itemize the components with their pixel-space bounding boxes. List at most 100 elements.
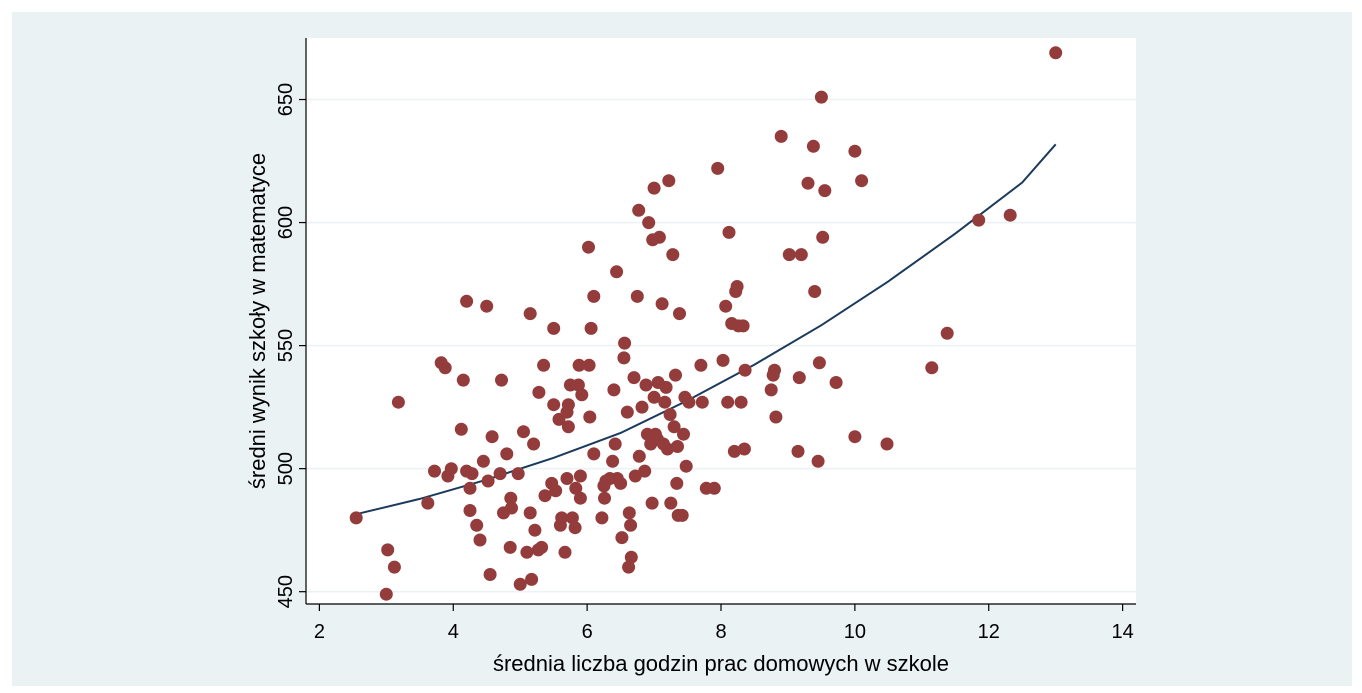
y-axis-title: średni wynik szkoły w matematyce — [245, 153, 270, 489]
y-tick-label-450: 450 — [275, 575, 297, 608]
data-point — [583, 410, 597, 424]
data-point — [662, 174, 676, 188]
data-point — [538, 489, 552, 503]
data-point — [517, 425, 530, 439]
data-point — [493, 467, 507, 481]
data-point — [812, 356, 826, 370]
data-point — [782, 248, 796, 262]
data-point — [582, 240, 595, 254]
data-point — [610, 265, 624, 279]
data-point — [794, 248, 808, 262]
data-point — [606, 454, 620, 468]
data-point — [635, 400, 649, 414]
gridlines — [306, 98, 1136, 593]
data-point — [679, 459, 693, 473]
data-point — [663, 408, 677, 421]
data-point — [645, 496, 659, 510]
data-point — [525, 572, 539, 586]
data-point — [463, 481, 477, 495]
data-point — [848, 430, 862, 444]
data-point — [801, 176, 815, 190]
data-point — [727, 444, 741, 458]
data-point — [659, 380, 673, 394]
data-point — [568, 521, 582, 535]
fit-curve-layer — [355, 143, 1057, 516]
y-ticks: 450 500 550 600 650 — [275, 83, 306, 608]
x-tick-label-6: 6 — [582, 621, 593, 643]
data-point — [642, 216, 656, 230]
data-point — [655, 297, 669, 311]
data-point — [571, 378, 585, 392]
data-point — [527, 437, 541, 451]
data-point — [500, 447, 514, 461]
data-point — [627, 371, 641, 385]
data-point — [480, 299, 494, 313]
data-point — [438, 361, 452, 375]
data-point — [722, 225, 736, 239]
data-point — [719, 299, 733, 313]
plot-area — [306, 38, 1136, 604]
data-point — [503, 540, 517, 554]
data-point — [707, 481, 721, 495]
data-point — [792, 371, 806, 385]
data-point — [444, 462, 458, 476]
data-point — [428, 464, 441, 478]
data-point — [558, 545, 572, 559]
data-point — [666, 248, 680, 262]
data-point — [1003, 208, 1017, 222]
data-point — [547, 321, 561, 335]
data-point — [682, 395, 696, 409]
data-point — [632, 203, 646, 217]
data-point — [391, 395, 405, 409]
x-tick-label-4: 4 — [448, 621, 459, 643]
data-point — [620, 405, 634, 419]
data-point — [624, 550, 638, 564]
x-tick-label-8: 8 — [715, 621, 726, 643]
data-point — [814, 90, 828, 104]
data-point — [528, 523, 542, 537]
y-tick-label-650: 650 — [275, 83, 297, 116]
data-point — [764, 383, 778, 397]
x-tick-label-14: 14 — [1111, 621, 1133, 643]
data-point — [829, 376, 843, 389]
data-point — [652, 230, 666, 244]
data-point — [495, 373, 508, 387]
data-point — [677, 427, 690, 441]
data-point — [532, 385, 546, 399]
data-point — [661, 442, 674, 456]
x-tick-label-10: 10 — [844, 621, 866, 643]
data-point — [463, 504, 477, 517]
data-point — [694, 358, 708, 372]
data-point — [940, 326, 954, 340]
data-point — [598, 491, 611, 505]
data-point — [473, 533, 487, 547]
data-point — [379, 587, 393, 601]
data-point — [587, 447, 601, 461]
data-point — [734, 395, 748, 409]
data-point — [671, 440, 684, 453]
x-tick-label-12: 12 — [978, 621, 1000, 643]
data-point — [618, 336, 632, 350]
data-point — [485, 430, 499, 444]
data-point — [639, 378, 653, 392]
data-point — [555, 511, 569, 525]
data-point — [381, 543, 395, 557]
data-point — [575, 388, 589, 402]
y-tick-label-500: 500 — [275, 452, 297, 485]
data-point — [880, 437, 894, 451]
data-point — [513, 577, 527, 591]
data-point — [582, 358, 596, 372]
data-point — [811, 454, 825, 468]
data-point — [504, 491, 518, 505]
data-point — [483, 568, 497, 581]
data-point — [972, 213, 986, 227]
data-point — [716, 353, 730, 367]
data-point — [595, 511, 609, 525]
data-point — [855, 174, 869, 188]
data-point — [630, 289, 644, 303]
data-point — [456, 373, 470, 387]
data-point — [667, 420, 681, 434]
data-point — [774, 129, 788, 143]
data-point — [695, 395, 709, 409]
